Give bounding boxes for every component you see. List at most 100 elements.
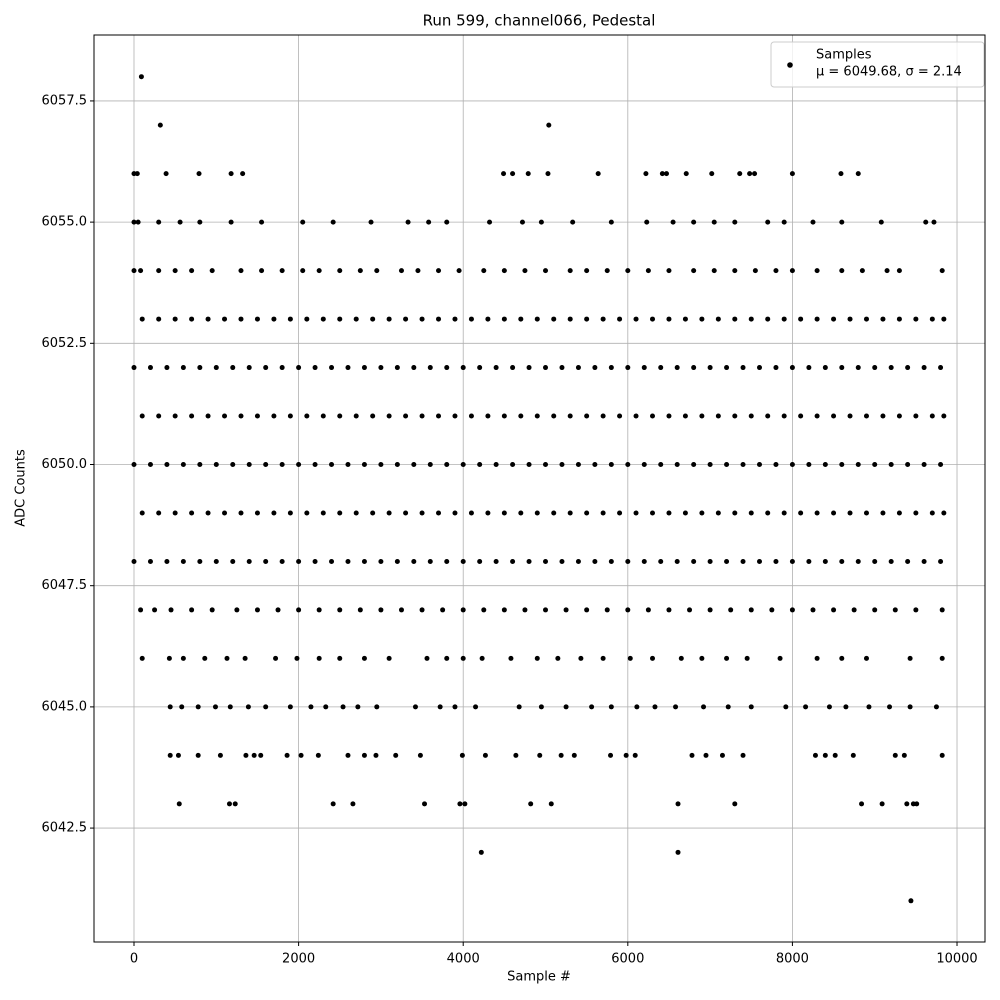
point (855, 558, 861, 564)
point (370, 413, 376, 419)
point (240, 171, 246, 177)
point (666, 607, 672, 613)
point (279, 268, 285, 274)
point (789, 268, 795, 274)
point (312, 462, 318, 468)
point (663, 171, 669, 177)
point (419, 510, 425, 516)
point (892, 752, 898, 758)
point (711, 268, 717, 274)
point (666, 510, 672, 516)
point (156, 413, 162, 419)
point (197, 219, 203, 225)
point (254, 316, 260, 322)
point (411, 558, 417, 564)
point (378, 607, 384, 613)
point (575, 365, 581, 371)
point (724, 462, 730, 468)
point (493, 462, 499, 468)
point (913, 510, 919, 516)
point (134, 171, 140, 177)
point (419, 413, 425, 419)
point (756, 462, 762, 468)
point (740, 752, 746, 758)
point (872, 462, 878, 468)
point (839, 462, 845, 468)
point (682, 316, 688, 322)
point (545, 171, 551, 177)
grid (94, 35, 985, 942)
point (312, 365, 318, 371)
points (131, 74, 947, 904)
point (189, 510, 195, 516)
point (246, 558, 252, 564)
point (501, 171, 507, 177)
point (584, 268, 590, 274)
point (510, 558, 516, 564)
point (197, 558, 203, 564)
point (528, 801, 534, 807)
x-tick-label: 10000 (936, 952, 977, 967)
point (485, 316, 491, 322)
point (164, 462, 170, 468)
point (444, 365, 450, 371)
point (213, 558, 219, 564)
point (641, 462, 647, 468)
point (337, 607, 343, 613)
point (444, 462, 450, 468)
point (501, 413, 507, 419)
point (263, 558, 269, 564)
point (436, 510, 442, 516)
point (863, 510, 869, 516)
point (501, 316, 507, 322)
point (632, 752, 638, 758)
point (232, 801, 238, 807)
point (501, 268, 507, 274)
point (197, 365, 203, 371)
plot-frame (93, 34, 986, 943)
point (147, 365, 153, 371)
point (417, 752, 423, 758)
point (843, 704, 849, 710)
point (600, 413, 606, 419)
point (633, 413, 639, 419)
point (487, 219, 493, 225)
point (386, 510, 392, 516)
point (674, 462, 680, 468)
point (644, 219, 650, 225)
point (650, 510, 656, 516)
point (831, 607, 837, 613)
point (138, 607, 144, 613)
point (147, 558, 153, 564)
point (386, 413, 392, 419)
point (513, 752, 519, 758)
point (888, 462, 894, 468)
point (847, 316, 853, 322)
point (245, 704, 251, 710)
point (329, 365, 335, 371)
point (164, 558, 170, 564)
point (374, 704, 380, 710)
point (822, 365, 828, 371)
point (724, 558, 730, 564)
point (798, 413, 804, 419)
point (209, 607, 215, 613)
point (907, 704, 913, 710)
point (345, 558, 351, 564)
point (273, 655, 279, 661)
point (938, 365, 944, 371)
point (691, 462, 697, 468)
point (879, 801, 885, 807)
point (222, 413, 228, 419)
point (888, 558, 894, 564)
point (748, 316, 754, 322)
point (473, 704, 479, 710)
point (258, 752, 264, 758)
point (872, 558, 878, 564)
x-tick-label: 2000 (282, 952, 315, 967)
point (172, 316, 178, 322)
point (485, 413, 491, 419)
point (803, 704, 809, 710)
point (781, 316, 787, 322)
